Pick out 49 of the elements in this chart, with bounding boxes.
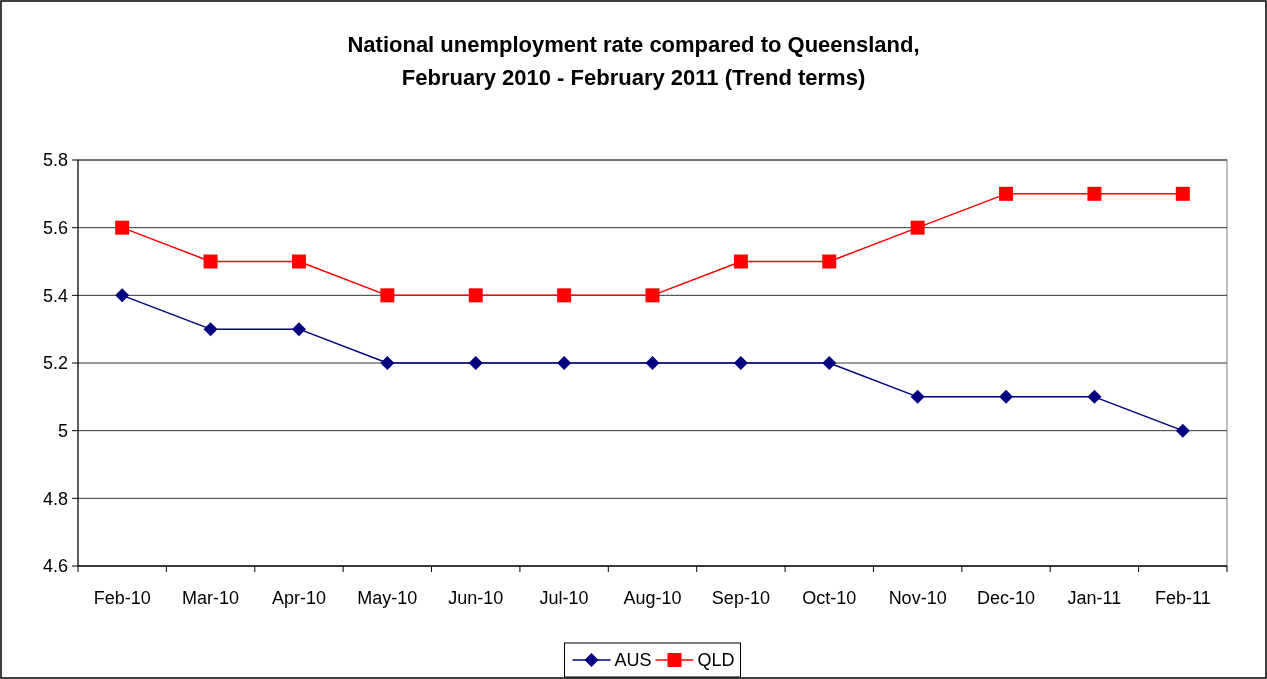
x-tick-label: Sep-10 — [711, 588, 770, 608]
point — [822, 356, 837, 370]
y-tick-label: 5 — [57, 420, 68, 441]
point — [733, 356, 748, 370]
point — [1087, 389, 1102, 404]
legend-label: AUS — [614, 650, 652, 671]
x-tick-label: Feb-10 — [93, 588, 151, 608]
y-tick-label: 5.8 — [42, 150, 68, 171]
point — [999, 186, 1014, 201]
point — [380, 356, 395, 370]
x-tick-label: Apr-10 — [271, 588, 326, 608]
y-tick-label: 4.8 — [42, 488, 68, 509]
point — [557, 288, 572, 303]
point — [115, 288, 130, 303]
point — [291, 254, 306, 269]
point — [203, 254, 218, 269]
point — [645, 288, 660, 303]
x-tick-label: May-10 — [357, 588, 418, 608]
point — [910, 389, 925, 404]
point — [468, 356, 483, 370]
x-tick-label: Jan-11 — [1067, 588, 1122, 608]
point — [115, 220, 130, 235]
y-tick-label: 5.4 — [42, 285, 68, 306]
point — [557, 356, 572, 370]
point — [291, 322, 306, 337]
point — [910, 220, 925, 235]
x-tick-label: Dec-10 — [977, 588, 1036, 608]
x-tick-label: Jul-10 — [539, 588, 589, 608]
point — [999, 389, 1014, 404]
point — [733, 254, 748, 269]
point — [380, 288, 395, 303]
point — [203, 322, 218, 337]
chart-title: National unemployment rate compared to Queensland, February 2010 - February 2011 (Trend terms) — [347, 32, 920, 90]
legend-label: QLD — [697, 650, 735, 671]
point — [1175, 186, 1190, 201]
y-tick-label: 5.6 — [42, 217, 68, 238]
x-tick-label: Aug-10 — [623, 588, 682, 608]
y-tick-label: 4.6 — [42, 556, 68, 577]
x-tick-label: Nov-10 — [888, 588, 947, 608]
point — [1087, 186, 1102, 201]
point — [468, 288, 483, 303]
point — [822, 254, 837, 269]
x-tick-label: Jun-10 — [448, 588, 504, 608]
y-tick-label: 5.2 — [42, 353, 68, 374]
x-tick-label: Oct-10 — [802, 588, 857, 608]
point — [1175, 423, 1190, 438]
point — [645, 356, 660, 370]
x-tick-label: Mar-10 — [182, 588, 240, 608]
x-tick-label: Feb-11 — [1154, 588, 1211, 608]
